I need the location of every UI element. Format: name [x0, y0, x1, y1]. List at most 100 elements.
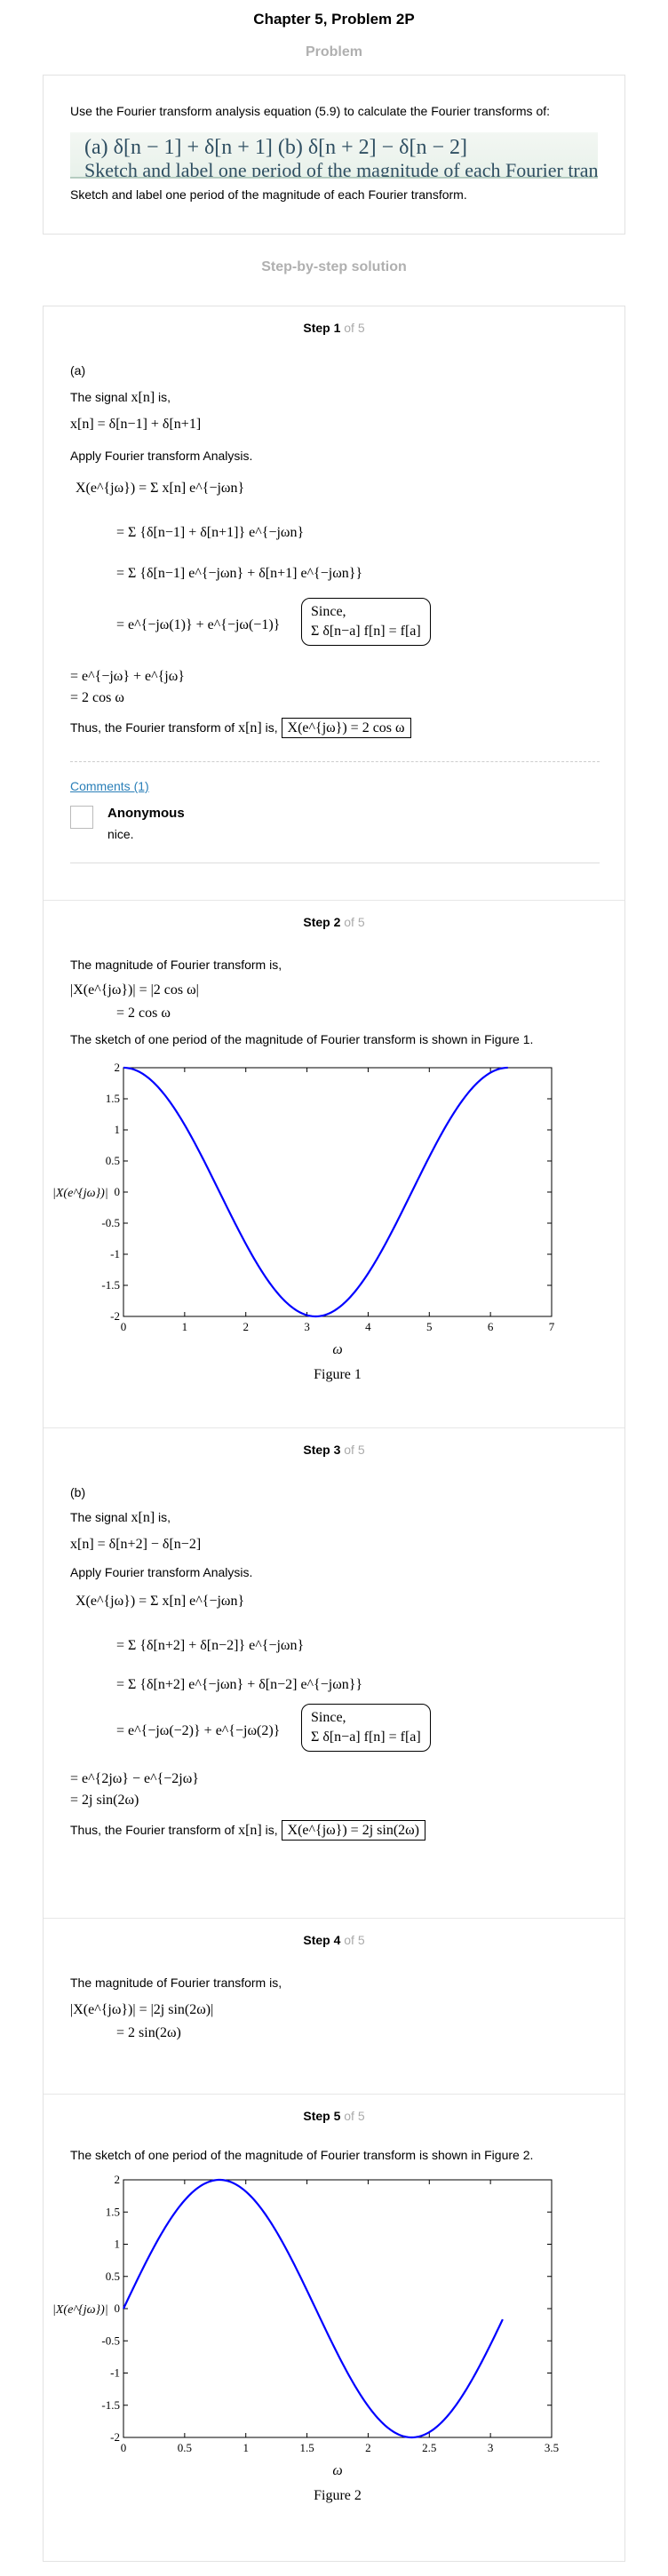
- magnitude-equation-1: |X(e^{jω})| = |2 cos ω|: [70, 982, 199, 998]
- step-2-header: Step 2 of 5: [44, 915, 624, 929]
- comment: Anonymous nice.: [70, 806, 600, 852]
- ft-equation-2: = Σ {δ[n−1] + δ[n+1]} e^{−jωn}: [116, 525, 305, 540]
- since-box: Since, Σ δ[n−a] f[n] = f[a]: [301, 598, 431, 646]
- x-axis-label: ω: [332, 1342, 342, 1357]
- signal-equation: x[n] = δ[n+2] − δ[n−2]: [70, 1537, 202, 1552]
- y-tick-label: -1.5: [101, 1278, 120, 1292]
- plot-frame: [123, 1067, 553, 1317]
- y-tick-label: -1: [110, 1247, 120, 1260]
- x-tick-label: 2.5: [422, 2441, 436, 2454]
- avatar: [70, 806, 93, 829]
- thus-text: Thus, the Fourier transform of: [70, 720, 235, 735]
- comments-divider: [70, 761, 600, 762]
- step-5: Step 5 of 5 The sketch of one period of …: [44, 2094, 624, 2563]
- ft-equation-4: = e^{−jω(1)} + e^{−jω(−1)}: [116, 617, 281, 632]
- thus-text: Thus, the Fourier transform of: [70, 1823, 235, 1837]
- figure-caption: Figure 2: [314, 2488, 362, 2503]
- thus-line: Thus, the Fourier transform of x[n] is, …: [70, 718, 411, 738]
- solution-heading: Step-by-step solution: [261, 259, 407, 274]
- signal-intro: The signal x[n] is,: [70, 388, 171, 407]
- magnitude-intro: The magnitude of Fourier transform is,: [70, 958, 282, 972]
- page-title: Chapter 5, Problem 2P: [253, 11, 415, 28]
- step-number: Step 4: [303, 1933, 341, 1947]
- signal-intro-text: The signal: [70, 390, 128, 404]
- problem-heading: Problem: [305, 44, 362, 60]
- signal-var: x[n]: [131, 1510, 155, 1525]
- signal-equation: x[n] = δ[n−1] + δ[n+1]: [70, 417, 202, 432]
- series-line: [123, 1066, 508, 1318]
- comments-link[interactable]: Comments (1): [70, 779, 149, 793]
- y-axis-label: |X(e^{jω})|: [52, 1187, 108, 1200]
- figure-caption: Figure 1: [314, 1367, 362, 1382]
- thus-is: is,: [265, 720, 278, 735]
- thus-line: Thus, the Fourier transform of x[n] is, …: [70, 1820, 425, 1841]
- x-tick-label: 6: [488, 1320, 494, 1333]
- step-1-header: Step 1 of 5: [44, 321, 624, 335]
- x-tick-label: 3.5: [545, 2441, 559, 2454]
- y-tick-label: -0.5: [101, 1216, 120, 1229]
- magnitude-equation-1: |X(e^{jω})| = |2j sin(2ω)|: [70, 2002, 214, 2017]
- part-label: (b): [70, 1485, 86, 1499]
- y-tick-label: 1: [115, 2238, 121, 2251]
- thus-var: x[n]: [238, 720, 262, 735]
- y-tick-label: 2: [115, 1061, 121, 1074]
- y-tick-label: -1: [110, 2366, 120, 2380]
- x-tick-label: 4: [365, 1320, 371, 1333]
- step-total: of 5: [344, 1443, 365, 1457]
- step-total: of 5: [344, 1933, 365, 1947]
- signal-var: x[n]: [131, 390, 155, 405]
- y-tick-label: -2: [110, 2430, 120, 2444]
- sketch-text: The sketch of one period of the magnitud…: [70, 2148, 534, 2162]
- magnitude-equation-2: = 2 cos ω: [116, 1006, 171, 1021]
- step-5-header: Step 5 of 5: [44, 2109, 624, 2123]
- ft-equation-3: = Σ {δ[n+2] e^{−jωn} + δ[n−2] e^{−jωn}}: [116, 1677, 363, 1692]
- thus-var: x[n]: [238, 1823, 262, 1838]
- comment-text: nice.: [107, 827, 134, 841]
- sketch-text: The sketch of one period of the magnitud…: [70, 1032, 534, 1046]
- problem-image: (a) δ[n − 1] + δ[n + 1] (b) δ[n + 2] − δ…: [70, 132, 598, 179]
- magnitude-intro: The magnitude of Fourier transform is,: [70, 1976, 282, 1990]
- step-total: of 5: [344, 915, 365, 929]
- steps-card: Step 1 of 5 (a) The signal x[n] is, x[n]…: [43, 306, 625, 2562]
- result-box: X(e^{jω}) = 2 cos ω: [281, 718, 411, 738]
- ft-equation-1: X(e^{jω}) = Σ x[n] e^{−jωn}: [76, 481, 245, 496]
- series-line: [123, 2178, 504, 2439]
- figure-2-chart: 0 0.5 1 1.5 2 2.5 3 3.5 2 1.5 1 0.5 0 -0.5 -1 -1.5 -2 ω |X…: [52, 2173, 559, 2503]
- step-number: Step 2: [303, 915, 341, 929]
- y-tick-label: 1.5: [106, 2205, 120, 2218]
- y-tick-label: 0.5: [106, 2270, 120, 2283]
- commenter-name: Anonymous: [107, 806, 185, 821]
- problem-card: Use the Fourier transform analysis equat…: [43, 75, 625, 235]
- ft-equation-5: = e^{−jω} + e^{jω}: [70, 669, 185, 684]
- step-number: Step 1: [303, 321, 341, 335]
- problem-instruction: Sketch and label one period of the magni…: [70, 187, 467, 202]
- problem-statement: Use the Fourier transform analysis equat…: [70, 104, 551, 118]
- step-number: Step 3: [303, 1443, 341, 1457]
- step-4: Step 4 of 5 The magnitude of Fourier tra…: [44, 1918, 624, 2094]
- y-tick-label: 2: [115, 2173, 121, 2186]
- step-4-header: Step 4 of 5: [44, 1933, 624, 1947]
- ft-equation-1: X(e^{jω}) = Σ x[n] e^{−jωn}: [76, 1594, 245, 1609]
- y-tick-label: 0: [115, 1185, 121, 1198]
- x-tick-label: 2: [243, 1320, 249, 1333]
- signal-suffix: is,: [158, 1510, 171, 1524]
- y-tick-label: -1.5: [101, 2398, 120, 2412]
- signal-intro-text: The signal: [70, 1510, 128, 1524]
- y-tick-label: -2: [110, 1309, 120, 1323]
- x-tick-label: 2: [365, 2441, 371, 2454]
- y-tick-label: 0: [115, 2302, 121, 2315]
- x-tick-label: 3: [304, 1320, 310, 1333]
- magnitude-equation-2: = 2 sin(2ω): [116, 2025, 181, 2040]
- step-3-header: Step 3 of 5: [44, 1443, 624, 1457]
- since-label: Since,: [311, 1710, 346, 1725]
- x-tick-label: 1: [243, 2441, 249, 2454]
- ft-equation-6: = 2 cos ω: [70, 690, 124, 705]
- step-2: Step 2 of 5 The magnitude of Fourier tra…: [44, 900, 624, 1427]
- x-tick-label: 1.5: [299, 2441, 314, 2454]
- thus-is: is,: [265, 1823, 278, 1837]
- ft-equation-3: = Σ {δ[n−1] e^{−jωn} + δ[n+1] e^{−jωn}}: [116, 566, 363, 581]
- y-tick-label: 0.5: [106, 1154, 120, 1167]
- ft-equation-2: = Σ {δ[n+2] + δ[n−2]} e^{−jωn}: [116, 1638, 305, 1653]
- since-equation: Σ δ[n−a] f[n] = f[a]: [311, 624, 421, 639]
- x-tick-label: 0: [121, 1320, 127, 1333]
